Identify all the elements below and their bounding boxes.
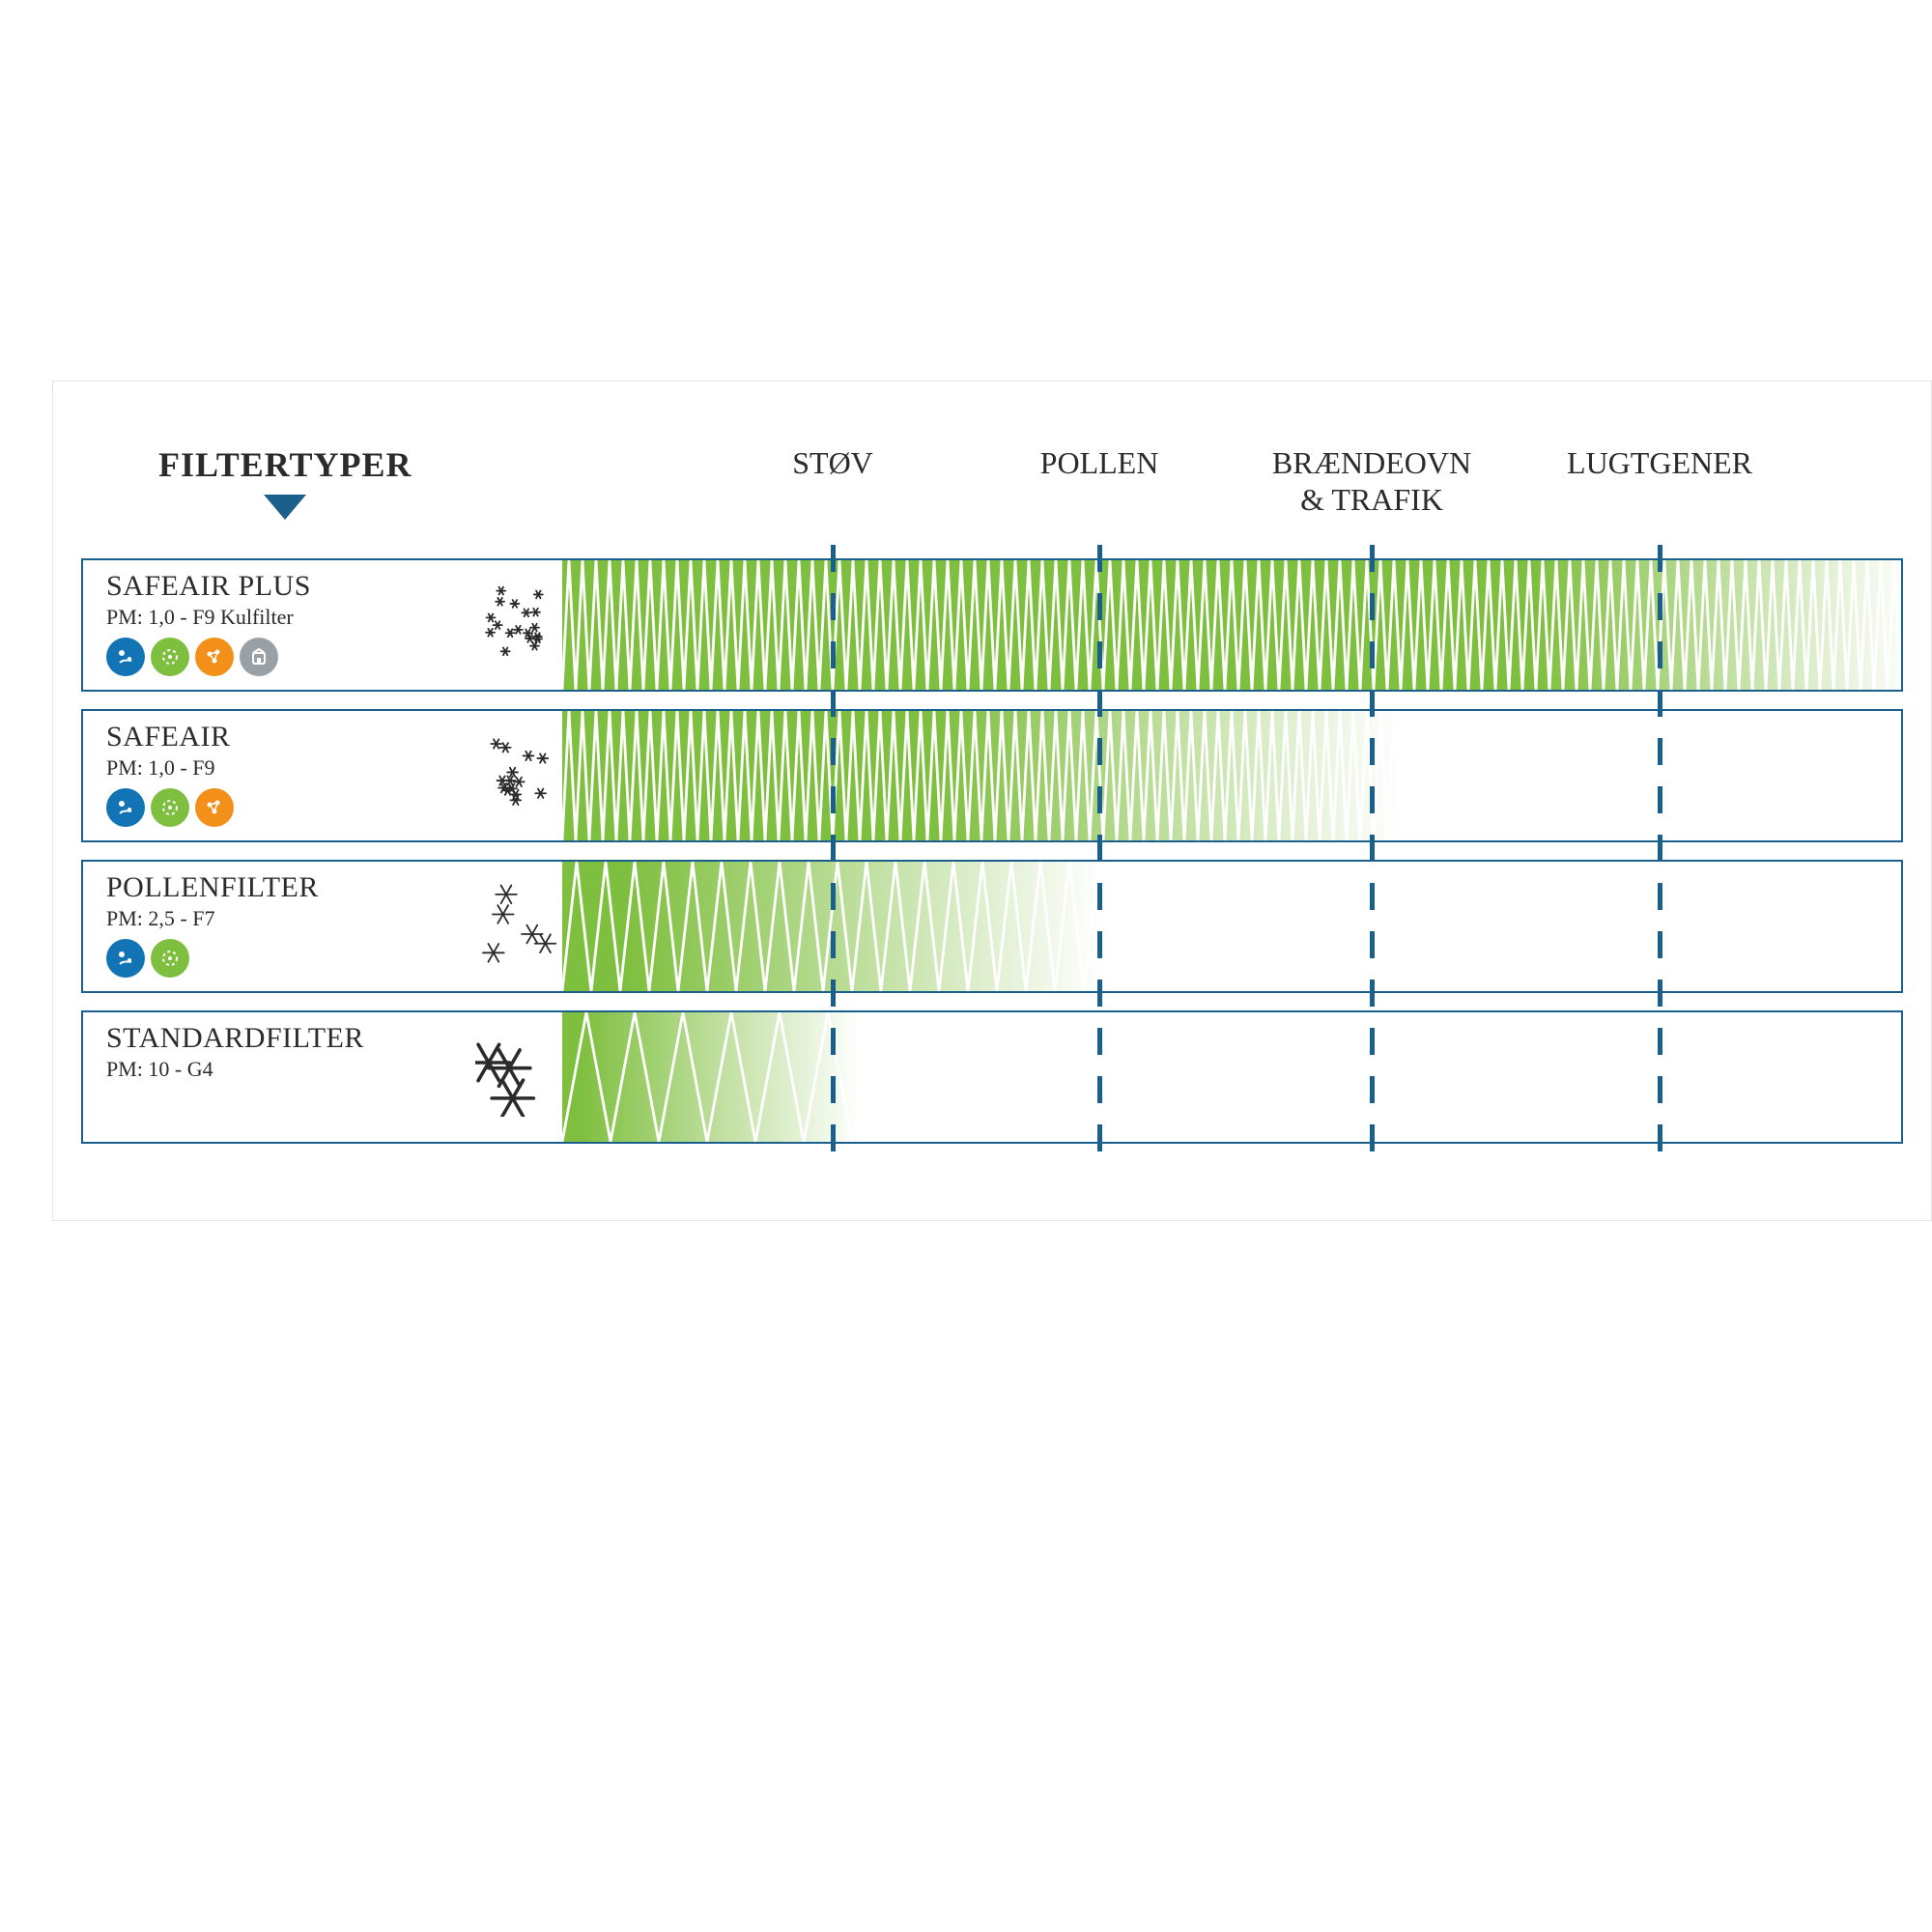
- column-label: LUGTGENER: [1534, 444, 1785, 481]
- column-label: POLLEN: [974, 444, 1225, 481]
- orange-badge-icon: [195, 788, 234, 827]
- particle-cluster-icon: [475, 1030, 562, 1122]
- green-badge-icon: [151, 788, 189, 827]
- efficiency-bar: [562, 711, 1401, 840]
- filter-row: POLLENFILTERPM: 2,5 - F7: [81, 860, 1903, 993]
- orange-badge-icon: [195, 638, 234, 676]
- column-label: STØV: [707, 444, 958, 481]
- efficiency-bar: [562, 1012, 860, 1142]
- column-label: BRÆNDEOVN & TRAFIK: [1246, 444, 1497, 519]
- blue-badge-icon: [106, 939, 145, 978]
- filter-row: STANDARDFILTERPM: 10 - G4: [81, 1010, 1903, 1144]
- triangle-down-icon: [264, 495, 306, 520]
- blue-badge-icon: [106, 638, 145, 676]
- particle-cluster-icon: [475, 728, 562, 820]
- green-badge-icon: [151, 638, 189, 676]
- particle-cluster-icon: [475, 879, 562, 971]
- filter-row: SAFEAIR PLUSPM: 1,0 - F9 Kulfilter: [81, 558, 1903, 692]
- green-badge-icon: [151, 939, 189, 978]
- filter-types-header: FILTERTYPER: [158, 444, 412, 520]
- filter-types-title: FILTERTYPER: [158, 444, 412, 485]
- grey-badge-icon: [240, 638, 278, 676]
- efficiency-bar: [562, 560, 1903, 690]
- filter-row: SAFEAIRPM: 1,0 - F9: [81, 709, 1903, 842]
- particle-cluster-icon: [475, 578, 562, 669]
- blue-badge-icon: [106, 788, 145, 827]
